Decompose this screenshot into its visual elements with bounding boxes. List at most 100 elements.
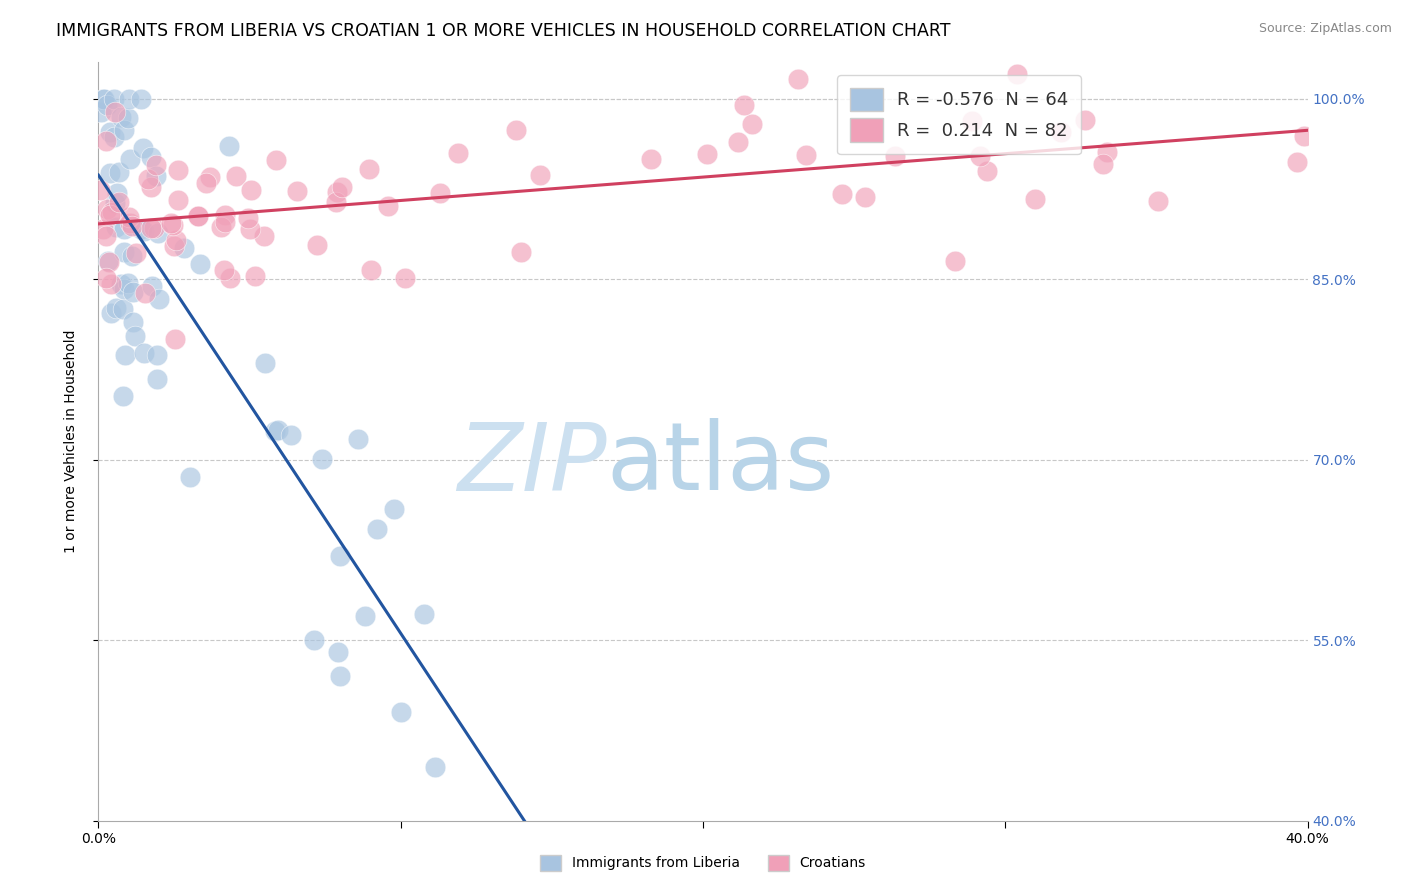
Point — [266, 423, 288, 437]
Point — [195, 176, 218, 190]
Point — [1073, 112, 1095, 127]
Point — [741, 117, 763, 131]
Point — [243, 268, 266, 283]
Point — [187, 209, 209, 223]
Point — [160, 216, 183, 230]
Point — [200, 169, 222, 184]
Point — [505, 123, 527, 137]
Point — [118, 152, 141, 166]
Point — [236, 211, 259, 225]
Point — [727, 136, 749, 150]
Point — [280, 428, 302, 442]
Point — [239, 222, 262, 236]
Point — [103, 91, 125, 105]
Point — [117, 276, 139, 290]
Point — [110, 277, 132, 292]
Point — [91, 222, 114, 236]
Text: atlas: atlas — [606, 418, 835, 510]
Point — [105, 301, 128, 316]
Point — [100, 306, 122, 320]
Legend: Immigrants from Liberia, Croatians: Immigrants from Liberia, Croatians — [534, 849, 872, 876]
Point — [121, 315, 143, 329]
Point — [104, 195, 127, 210]
Point — [510, 245, 533, 260]
Point — [429, 186, 451, 200]
Point — [325, 186, 347, 200]
Point — [218, 270, 240, 285]
Point — [218, 139, 240, 153]
Point — [94, 228, 117, 243]
Point — [124, 328, 146, 343]
Point — [120, 216, 142, 230]
Point — [330, 180, 353, 194]
Point — [377, 199, 399, 213]
Point — [132, 141, 155, 155]
Point — [302, 632, 325, 647]
Point — [1005, 67, 1028, 81]
Point — [357, 162, 380, 177]
Point — [125, 245, 148, 260]
Point — [786, 72, 808, 87]
Point — [163, 238, 186, 252]
Point — [98, 125, 121, 139]
Point — [162, 219, 184, 233]
Point — [118, 91, 141, 105]
Point — [1292, 129, 1315, 144]
Point — [112, 389, 135, 403]
Point — [853, 190, 876, 204]
Point — [253, 356, 276, 370]
Point — [148, 293, 170, 307]
Point — [214, 208, 236, 222]
Point — [145, 169, 167, 184]
Point — [285, 184, 308, 198]
Point — [139, 149, 162, 163]
Point — [142, 220, 165, 235]
Point — [329, 549, 352, 563]
Point — [529, 168, 551, 182]
Point — [166, 163, 188, 178]
Point — [100, 277, 122, 292]
Point — [187, 210, 209, 224]
Point — [117, 112, 139, 126]
Point — [1049, 125, 1071, 139]
Point — [121, 285, 143, 300]
Point — [311, 451, 333, 466]
Point — [96, 134, 118, 148]
Point — [696, 147, 718, 161]
Point — [146, 227, 169, 241]
Text: Source: ZipAtlas.com: Source: ZipAtlas.com — [1258, 22, 1392, 36]
Point — [163, 332, 186, 346]
Point — [1024, 192, 1046, 206]
Point — [96, 253, 118, 268]
Point — [305, 238, 328, 252]
Point — [264, 424, 287, 438]
Point — [943, 254, 966, 268]
Point — [96, 98, 118, 112]
Point — [101, 205, 124, 219]
Point — [104, 104, 127, 119]
Text: ZIP: ZIP — [457, 418, 606, 510]
Point — [354, 609, 377, 624]
Point — [138, 172, 160, 186]
Point — [266, 153, 288, 167]
Point — [110, 110, 132, 124]
Point — [423, 760, 446, 774]
Point — [129, 91, 152, 105]
Point — [214, 214, 236, 228]
Legend: R = -0.576  N = 64, R =  0.214  N = 82: R = -0.576 N = 64, R = 0.214 N = 82 — [838, 75, 1081, 154]
Point — [112, 244, 135, 259]
Point — [104, 219, 127, 234]
Point — [111, 302, 134, 317]
Point — [962, 113, 984, 128]
Point — [209, 219, 232, 234]
Point — [107, 164, 129, 178]
Point — [733, 98, 755, 112]
Point — [96, 271, 118, 285]
Point — [640, 152, 662, 166]
Point — [112, 123, 135, 137]
Point — [103, 129, 125, 144]
Point — [118, 210, 141, 224]
Point — [165, 233, 187, 247]
Point — [976, 163, 998, 178]
Point — [794, 147, 817, 161]
